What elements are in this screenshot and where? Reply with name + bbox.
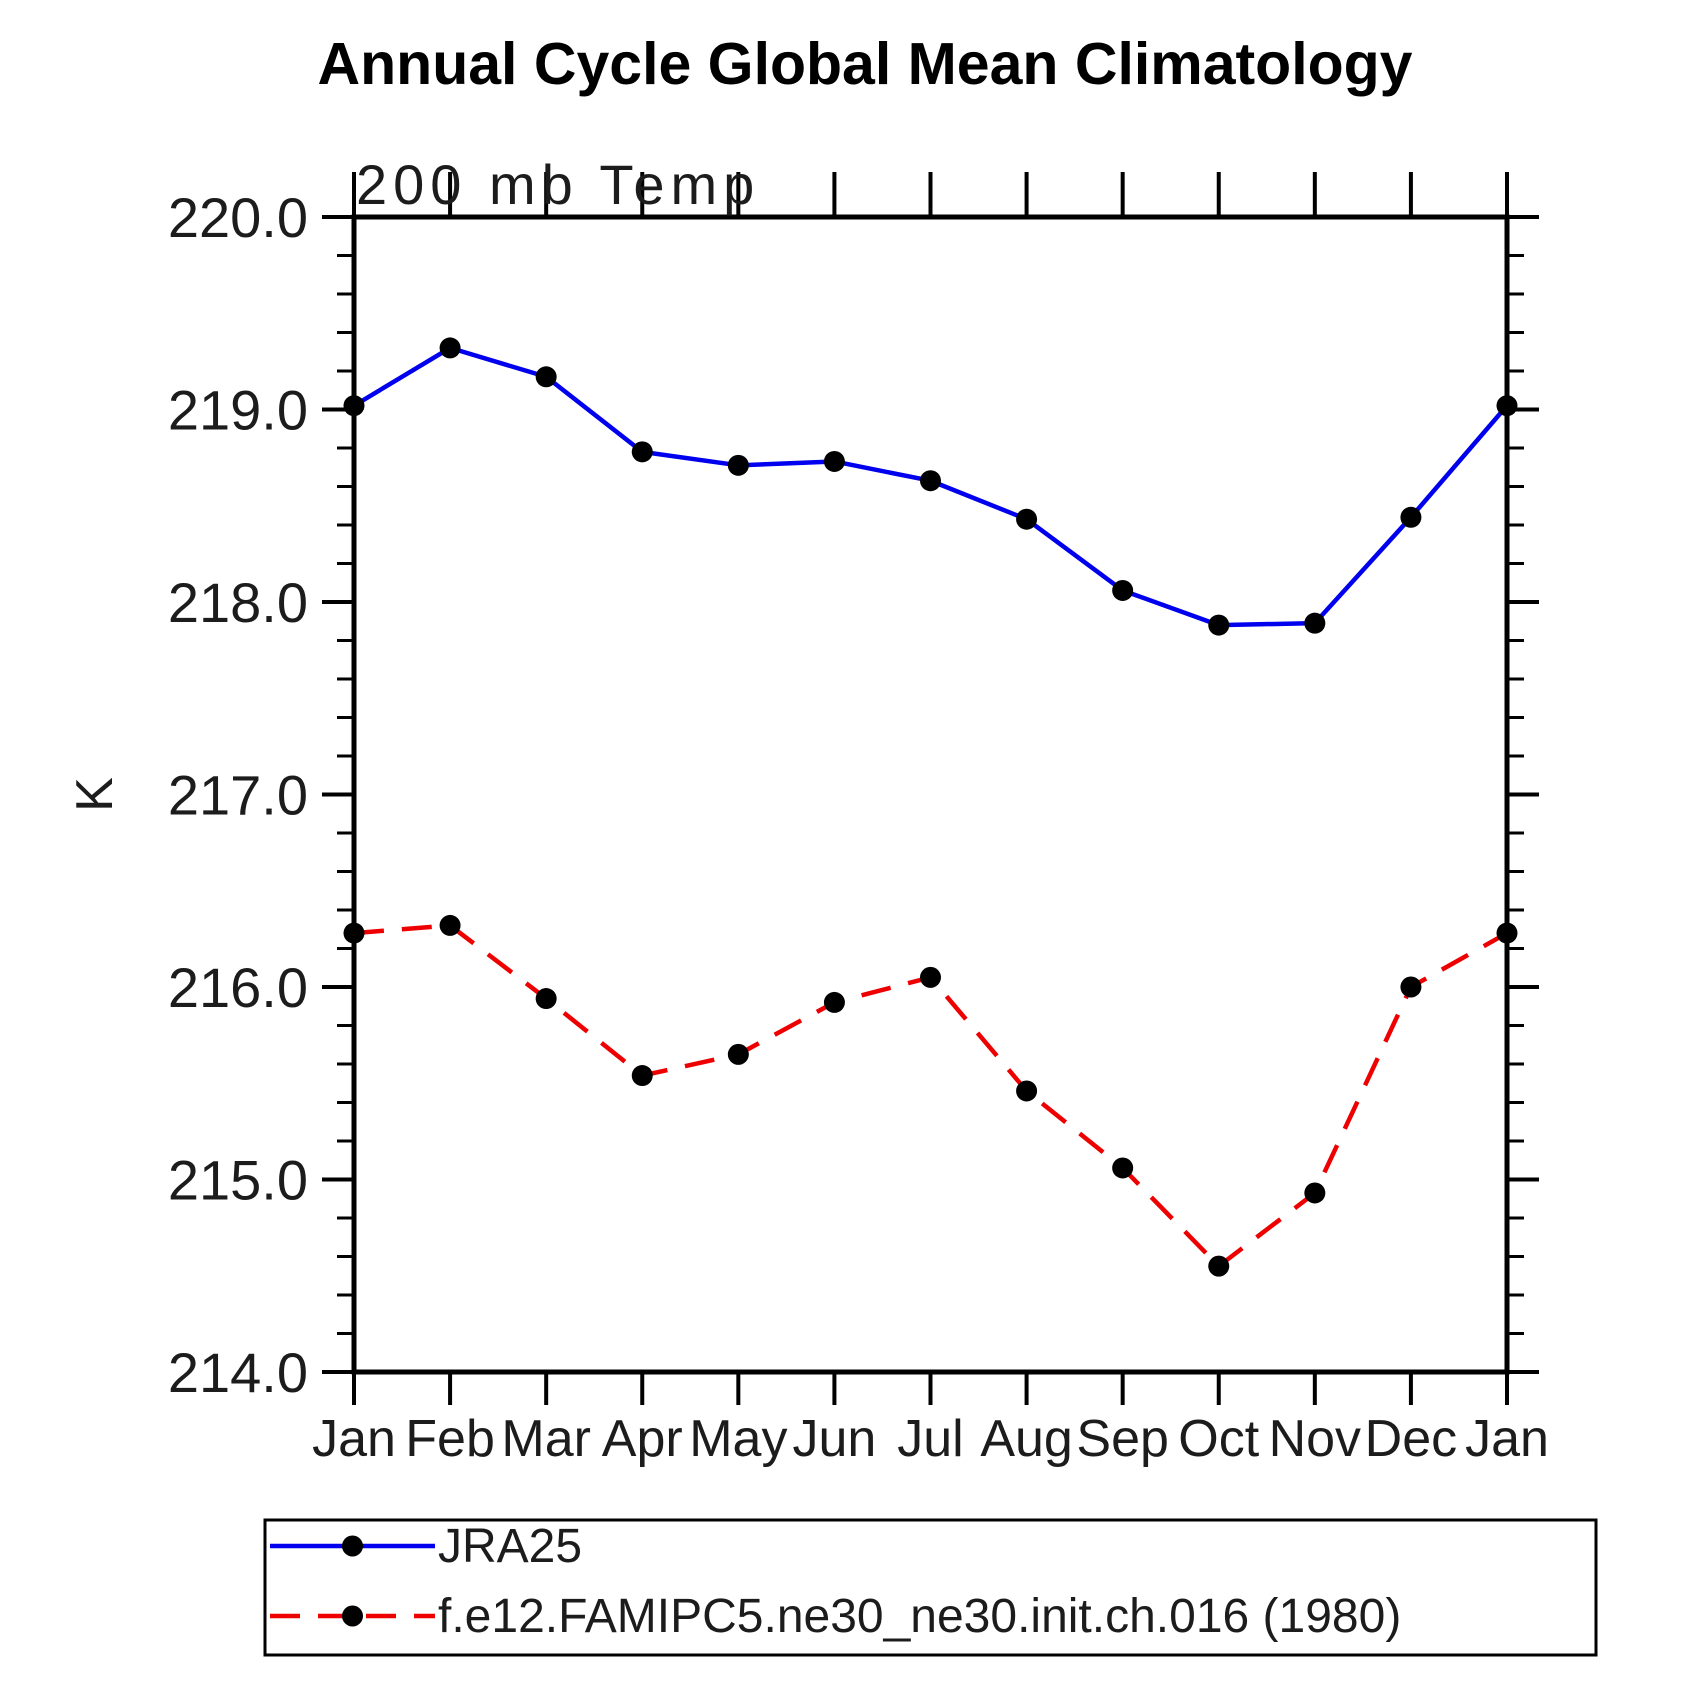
y-axis-label: K xyxy=(66,777,124,812)
legend-box xyxy=(263,1518,1598,1657)
x-tick-label: Jun xyxy=(792,1410,876,1468)
y-tick-label: 220.0 xyxy=(168,186,308,249)
x-tick-label: Apr xyxy=(602,1410,683,1468)
data-point-marker xyxy=(1400,506,1422,528)
x-tick-label: May xyxy=(689,1410,787,1468)
legend-label: JRA25 xyxy=(438,1520,582,1573)
x-tick-label: Aug xyxy=(980,1410,1073,1468)
data-point-marker xyxy=(727,1043,749,1065)
y-tick-label: 218.0 xyxy=(168,571,308,634)
data-point-marker xyxy=(439,337,461,359)
data-point-marker xyxy=(1208,614,1230,636)
data-point-marker xyxy=(1304,612,1326,634)
data-point-marker xyxy=(920,470,941,492)
y-tick-label: 215.0 xyxy=(168,1149,308,1212)
data-point-marker xyxy=(1304,1182,1326,1204)
data-point-marker xyxy=(1112,579,1134,601)
y-tick-label: 217.0 xyxy=(168,764,308,827)
data-point-marker xyxy=(631,441,653,463)
data-point-marker xyxy=(535,988,557,1010)
data-point-marker xyxy=(1112,1157,1134,1179)
legend-marker xyxy=(342,1605,363,1627)
x-tick-label: Feb xyxy=(405,1410,495,1468)
data-point-marker xyxy=(631,1065,653,1087)
x-tick-label: Oct xyxy=(1178,1410,1259,1468)
x-tick-label: Sep xyxy=(1076,1410,1169,1468)
axis-frame xyxy=(351,214,1510,1375)
x-tick-label: Mar xyxy=(501,1410,591,1468)
data-point-marker xyxy=(1496,395,1518,417)
x-tick-label: Dec xyxy=(1365,1410,1457,1468)
y-tick-label: 214.0 xyxy=(168,1341,308,1404)
data-point-marker xyxy=(1016,1080,1038,1102)
data-point-marker xyxy=(343,395,365,417)
data-point-marker xyxy=(1208,1255,1230,1277)
x-tick-label: Jul xyxy=(897,1410,963,1468)
y-tick-label: 216.0 xyxy=(168,956,308,1019)
data-point-marker xyxy=(823,991,845,1013)
data-point-marker xyxy=(823,450,845,472)
data-point-marker xyxy=(920,966,941,988)
data-point-marker xyxy=(343,922,365,944)
chart-title: Annual Cycle Global Mean Climatology xyxy=(317,31,1413,97)
x-tick-label: Jan xyxy=(312,1410,396,1468)
data-point-marker xyxy=(439,914,461,936)
data-point-marker xyxy=(1016,508,1038,530)
x-tick-label: Jan xyxy=(1465,1410,1549,1468)
x-tick-label: Nov xyxy=(1269,1410,1361,1468)
data-point-marker xyxy=(1496,922,1518,944)
data-point-marker xyxy=(727,454,749,476)
legend-label: f.e12.FAMIPC5.ne30_ne30.init.ch.016 (198… xyxy=(438,1590,1401,1643)
y-tick-label: 219.0 xyxy=(168,379,308,442)
chart-subtitle: 200 mb Temp xyxy=(356,153,761,216)
data-point-marker xyxy=(1400,976,1422,998)
legend-marker xyxy=(342,1535,363,1557)
data-point-marker xyxy=(535,366,557,388)
